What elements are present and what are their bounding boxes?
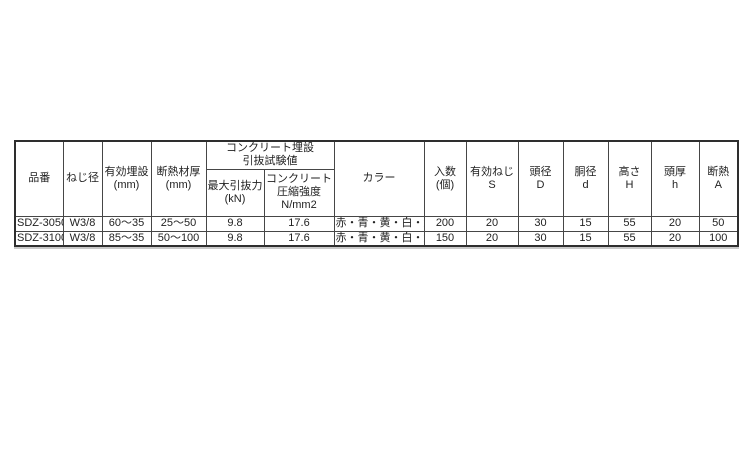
head-thickness-line2: h <box>671 178 679 191</box>
cell-max-pullout-force: 9.8 <box>205 215 265 232</box>
cell-head-diameter: 30 <box>517 215 564 232</box>
col-header-head-diameter: 頭径 D <box>517 140 564 217</box>
compressive-strength-line1: コンクリート <box>266 173 332 185</box>
cell-head-thickness: 20 <box>650 215 700 232</box>
quantity-line1: 入数 <box>434 165 456 178</box>
col-header-max-pullout-force: 最大引抜力 (kN) <box>205 168 265 217</box>
cell-body-diameter: 15 <box>562 230 609 247</box>
body-diameter-line1: 胴径 <box>574 165 597 178</box>
concrete-pullout-line1: コンクリート埋設 <box>226 142 314 155</box>
effective-embedment-line2: (mm) <box>113 178 140 191</box>
cell-insulation: 50 <box>698 215 739 232</box>
col-header-part-number: 品番 <box>14 140 64 217</box>
col-header-screw-diameter-label: ねじ径 <box>66 172 99 185</box>
col-header-effective-embedment: 有効埋設 (mm) <box>101 140 152 217</box>
cell-part-number: SDZ-3100 <box>14 230 64 247</box>
table-header: 品番 ねじ径 有効埋設 (mm) 断熱材厚 (mm) コンクリート埋設 引抜試験… <box>14 140 739 217</box>
quantity-line2: (個) <box>435 178 455 191</box>
cell-max-pullout-force: 9.8 <box>205 230 265 247</box>
compressive-strength-line3: N/mm2 <box>281 199 317 211</box>
header-row-1: 品番 ねじ径 有効埋設 (mm) 断熱材厚 (mm) コンクリート埋設 引抜試験… <box>14 140 739 217</box>
col-header-body-diameter: 胴径 d <box>562 140 609 217</box>
effective-embedment-line1: 有効埋設 <box>104 165 149 178</box>
cell-compressive-strength: 17.6 <box>263 215 335 232</box>
concrete-pullout-line2: 引抜試験値 <box>242 155 298 168</box>
cell-insulation-thickness: 50〜100 <box>150 230 207 247</box>
head-thickness-line1: 頭厚 <box>664 165 686 178</box>
col-group-header-concrete-pullout-test: コンクリート埋設 引抜試験値 <box>205 140 335 170</box>
max-pullout-line2: (kN) <box>224 192 246 205</box>
max-pullout-line1: 最大引抜力 <box>207 179 263 192</box>
cell-quantity: 200 <box>423 215 467 232</box>
cell-body-diameter: 15 <box>562 215 609 232</box>
cell-effective-embedment: 85〜35 <box>101 230 152 247</box>
height-line1: 高さ <box>618 165 641 178</box>
cell-color: 赤・青・黄・白・緑 <box>333 215 425 232</box>
col-header-concrete-compressive-strength: コンクリート 圧縮強度 N/mm2 <box>263 168 335 217</box>
cell-effective-thread: 20 <box>465 230 519 247</box>
cell-insulation: 100 <box>698 230 739 247</box>
col-header-quantity: 入数 (個) <box>423 140 467 217</box>
head-diameter-line1: 頭径 <box>529 165 552 178</box>
header-row-2: 最大引抜力 (kN) コンクリート 圧縮強度 N/mm2 <box>15 168 738 217</box>
head-diameter-line2: D <box>536 178 545 191</box>
product-spec-table: 品番 ねじ径 有効埋設 (mm) 断熱材厚 (mm) コンクリート埋設 引抜試験… <box>14 140 739 247</box>
effective-thread-line1: 有効ねじ <box>470 165 514 178</box>
col-header-color-label: カラー <box>362 172 396 185</box>
col-header-effective-thread: 有効ねじ S <box>465 140 519 217</box>
cell-height: 55 <box>607 215 652 232</box>
cell-insulation-thickness: 25〜50 <box>150 215 207 232</box>
table-row: SDZ-3050 W3/8 60〜35 25〜50 9.8 17.6 赤・青・黄… <box>14 215 739 232</box>
insulation-line2: A <box>714 178 722 191</box>
compressive-strength-line2: 圧縮強度 <box>277 186 321 198</box>
col-header-screw-diameter: ねじ径 <box>62 140 103 217</box>
cell-effective-embedment: 60〜35 <box>101 215 152 232</box>
cell-effective-thread: 20 <box>465 215 519 232</box>
insulation-thickness-line1: 断熱材厚 <box>156 165 201 178</box>
insulation-thickness-line2: (mm) <box>165 178 192 191</box>
cell-head-thickness: 20 <box>650 230 700 247</box>
height-line2: H <box>625 178 634 191</box>
col-header-insulation-thickness: 断熱材厚 (mm) <box>150 140 207 217</box>
cell-head-diameter: 30 <box>517 230 564 247</box>
effective-thread-line2: S <box>488 178 496 191</box>
col-header-head-thickness: 頭厚 h <box>650 140 700 217</box>
cell-part-number: SDZ-3050 <box>14 215 64 232</box>
col-header-color: カラー <box>333 140 425 217</box>
body-diameter-line2: d <box>582 178 589 191</box>
col-header-insulation: 断熱 A <box>698 140 739 217</box>
cell-compressive-strength: 17.6 <box>263 230 335 247</box>
table-row: SDZ-3100 W3/8 85〜35 50〜100 9.8 17.6 赤・青・… <box>14 230 739 247</box>
cell-color: 赤・青・黄・白・緑 <box>333 230 425 247</box>
col-header-height: 高さ H <box>607 140 652 217</box>
cell-quantity: 150 <box>423 230 467 247</box>
col-header-part-number-label: 品番 <box>28 172 51 185</box>
cell-height: 55 <box>607 230 652 247</box>
cell-screw-diameter: W3/8 <box>62 215 103 232</box>
cell-screw-diameter: W3/8 <box>62 230 103 247</box>
insulation-line1: 断熱 <box>707 165 730 178</box>
table-body: SDZ-3050 W3/8 60〜35 25〜50 9.8 17.6 赤・青・黄… <box>14 215 739 247</box>
